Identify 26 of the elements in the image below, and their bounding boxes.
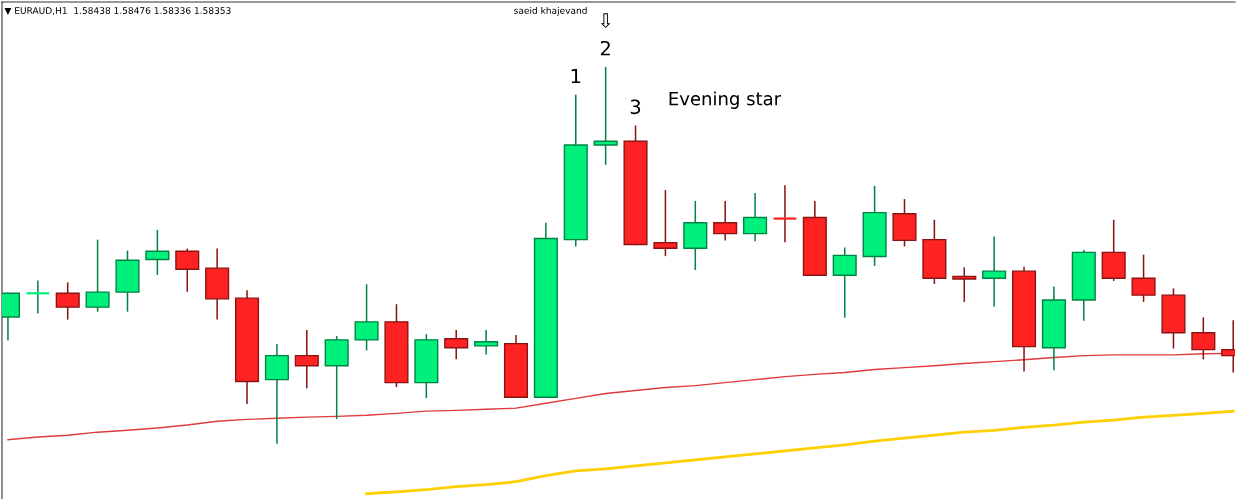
candlestick — [952, 267, 977, 302]
candlestick — [773, 185, 797, 243]
candlestick — [354, 284, 379, 351]
candlestick — [653, 190, 678, 257]
chart-title: ▼ EURAUD,H1 1.58438 1.58476 1.58336 1.58353 — [4, 7, 231, 15]
candlestick — [713, 200, 738, 241]
annotation: ⇩ — [600, 13, 611, 29]
candlestick — [175, 248, 200, 292]
candlestick — [1131, 254, 1156, 302]
candlestick — [55, 282, 80, 320]
candlestick — [85, 239, 110, 312]
annotation: 3 — [630, 99, 641, 115]
candlestick — [832, 247, 857, 318]
candlestick — [444, 330, 469, 360]
annotation: Evening star — [669, 91, 782, 109]
candlestick — [1191, 317, 1216, 360]
candlestick — [26, 280, 50, 314]
candlestick — [474, 330, 499, 355]
candlestick — [982, 236, 1007, 307]
candlestick — [743, 193, 768, 242]
annotation: 1 — [571, 68, 581, 84]
candlestick — [145, 229, 170, 275]
text: saeid khajevand — [514, 6, 587, 16]
candlestick — [294, 330, 319, 389]
annotation: 2 — [600, 40, 610, 56]
candlestick — [593, 66, 618, 165]
